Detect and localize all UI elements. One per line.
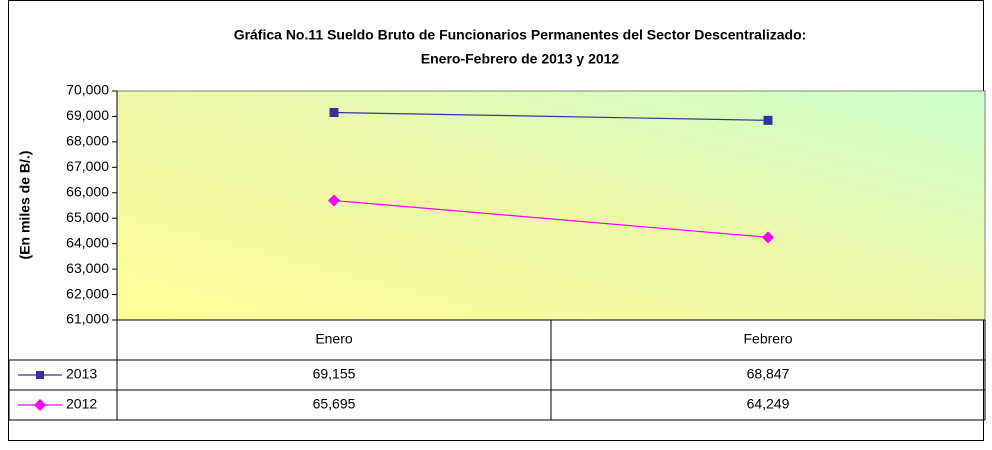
table-value: 68,847: [747, 366, 790, 382]
legend-label: 2013: [66, 366, 97, 382]
marker: [328, 194, 340, 207]
y-tick-label: 66,000: [66, 183, 109, 199]
y-tick-label: 61,000: [66, 311, 109, 327]
x-tick-label: Enero: [315, 331, 353, 347]
marker: [329, 108, 339, 118]
y-tick-label: 68,000: [66, 133, 109, 149]
legend-marker: [36, 371, 44, 379]
chart-title: Gráfica No.11 Sueldo Bruto de Funcionari…: [234, 27, 807, 43]
legend-marker: [34, 399, 46, 411]
x-tick-label: Febrero: [743, 331, 792, 347]
y-tick-label: 67,000: [66, 158, 109, 174]
line: [333, 199, 769, 238]
y-tick-label: 64,000: [66, 234, 109, 250]
y-axis-label: (En miles de B/.): [17, 151, 33, 260]
y-tick-label: 70,000: [66, 82, 109, 98]
line: [333, 111, 769, 121]
marker: [762, 231, 774, 244]
table-value: 65,695: [313, 396, 356, 412]
y-tick-label: 62,000: [66, 285, 109, 301]
marker: [763, 115, 773, 125]
y-tick-label: 63,000: [66, 260, 109, 276]
plot-area: [116, 90, 986, 321]
y-tick-label: 69,000: [66, 107, 109, 123]
table-value: 69,155: [313, 366, 356, 382]
y-tick-label: 65,000: [66, 209, 109, 225]
table-value: 64,249: [747, 396, 790, 412]
legend-label: 2012: [66, 396, 97, 412]
chart-title: Enero-Febrero de 2013 y 2012: [421, 51, 620, 67]
